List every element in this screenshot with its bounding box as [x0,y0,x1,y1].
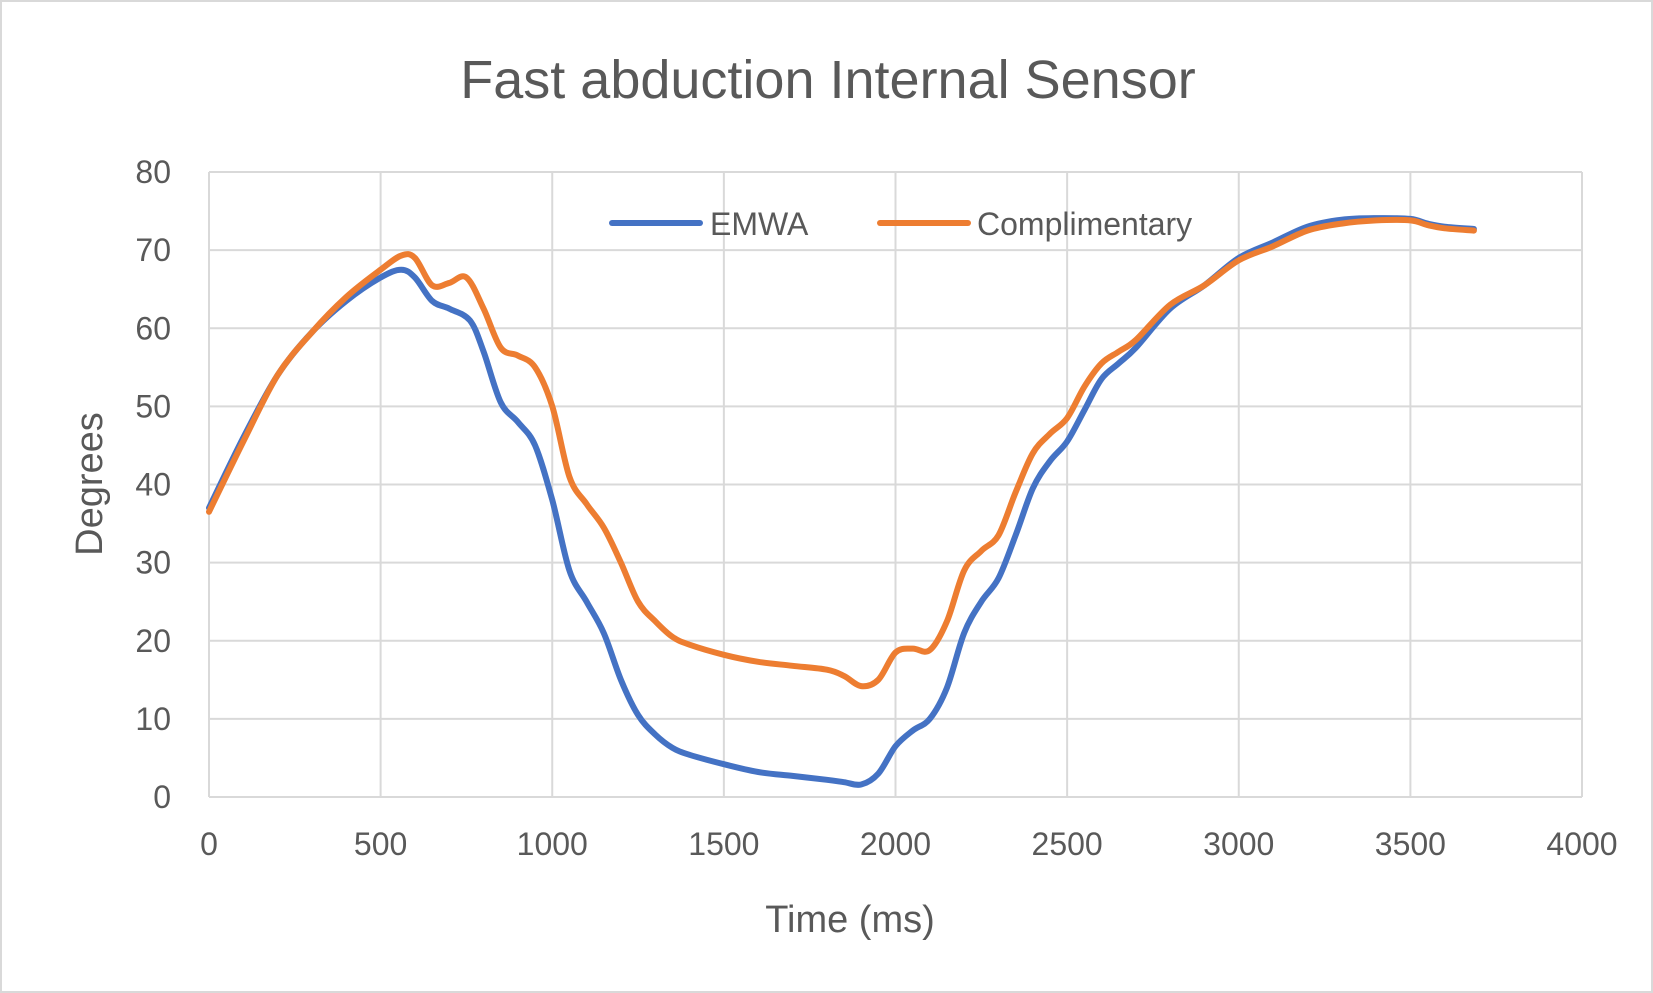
x-tick-label: 2000 [860,826,931,862]
gridlines [208,171,1583,798]
x-tick-label: 3000 [1203,826,1274,862]
y-axis-label: Degrees [69,412,111,556]
y-tick-label: 0 [153,779,171,815]
series-line-emwa [206,215,1477,788]
x-tick-label: 2500 [1032,826,1103,862]
x-tick-label: 1000 [517,826,588,862]
x-tick-label: 1500 [688,826,759,862]
x-tick-label: 500 [354,826,407,862]
series-lines [206,215,1477,788]
y-tick-label: 50 [135,388,171,424]
chart-title: Fast abduction Internal Sensor [460,50,1195,110]
x-tick-label: 3500 [1375,826,1446,862]
y-tick-label: 80 [135,154,171,190]
y-tick-label: 10 [135,701,171,737]
y-tick-label: 30 [135,545,171,581]
y-tick-label: 70 [135,232,171,268]
x-tick-label: 0 [200,826,218,862]
y-tick-label: 60 [135,310,171,346]
x-tick-label: 4000 [1546,826,1617,862]
y-tick-label: 40 [135,467,171,503]
legend-label-emwa: EMWA [710,206,809,242]
legend: EMWA Complimentary [609,206,1192,242]
y-tick-label: 20 [135,623,171,659]
tick-labels: 0 10 20 30 40 50 60 70 80 0 500 1000 1500 2000 2500 300… [135,154,1617,862]
series-line-complimentary [206,216,1477,690]
x-axis-label: Time (ms) [765,899,935,941]
legend-label-complimentary: Complimentary [977,206,1192,242]
